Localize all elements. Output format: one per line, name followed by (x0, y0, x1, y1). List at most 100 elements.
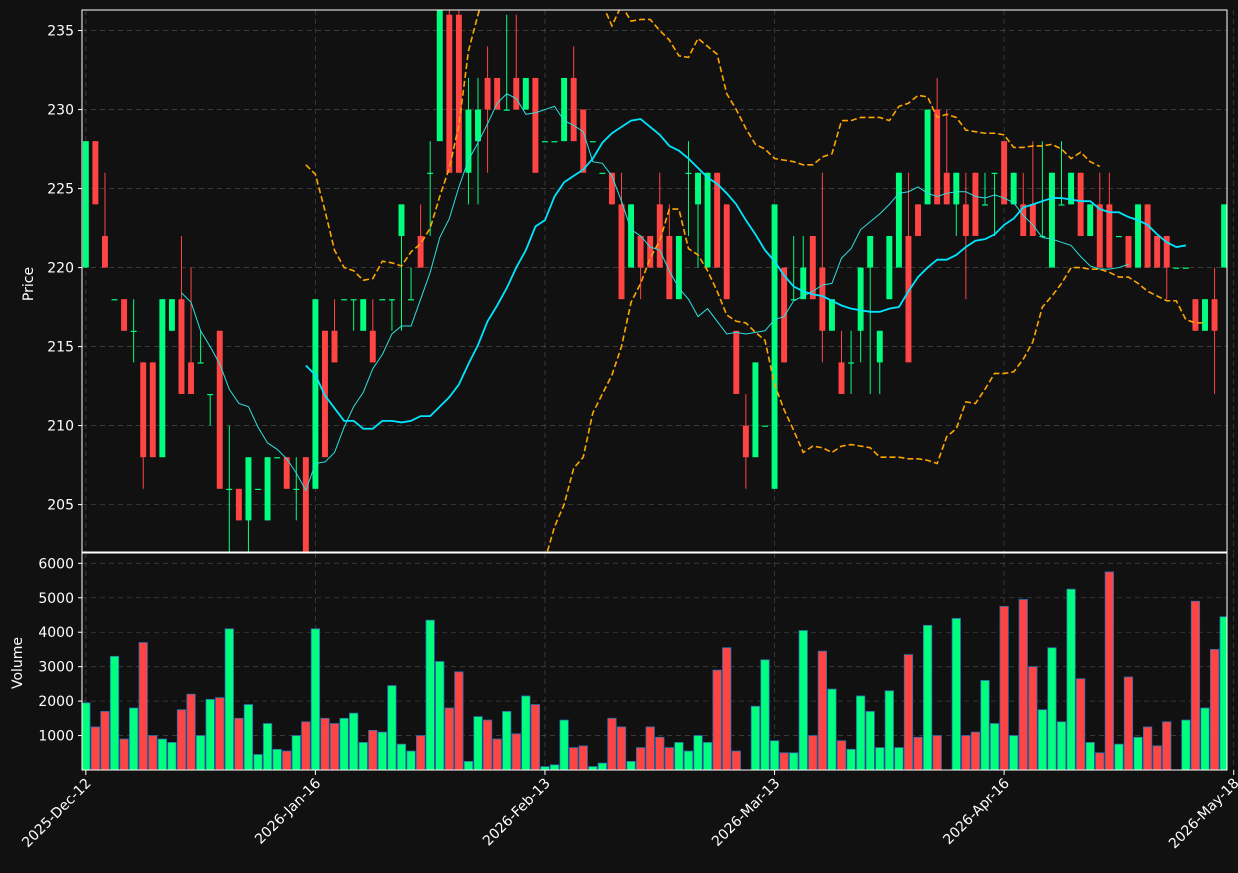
candle-body (1154, 235, 1161, 268)
candle-body (92, 141, 99, 205)
volume-bar (157, 738, 167, 770)
volume-bar (502, 711, 512, 770)
price-tick-label: 225 (47, 182, 74, 198)
upper-band-line (305, 10, 1101, 282)
candle-body (714, 172, 721, 268)
volume-bar (980, 680, 990, 770)
volume-bar (320, 717, 330, 770)
volume-bar (368, 729, 378, 770)
candle-body (542, 141, 548, 143)
volume-bar (1123, 676, 1134, 770)
volume-bar (396, 743, 407, 770)
candle-body (1144, 204, 1151, 268)
volume-bar (626, 760, 636, 770)
price-tick-label: 205 (47, 498, 74, 514)
volume-bar (1018, 599, 1028, 770)
volume-bar (827, 688, 837, 770)
candle-body (647, 235, 654, 268)
volume-bar (722, 647, 732, 770)
volume-bar (119, 738, 129, 770)
volume-bar (272, 748, 282, 770)
candle-body (1077, 172, 1084, 236)
volume-bar (569, 747, 579, 770)
candle-body (1135, 204, 1142, 268)
candle-body (274, 457, 281, 459)
candle-body (1020, 204, 1027, 236)
volume-bar (1076, 678, 1086, 770)
candle-body (599, 172, 606, 174)
volume-tick-label: 1000 (38, 729, 74, 745)
price-tick-label: 215 (47, 340, 74, 356)
volume-bar (387, 685, 397, 770)
volume-bar (138, 642, 148, 770)
candle-body (924, 109, 931, 205)
volume-bar (148, 735, 158, 770)
candle-body (790, 299, 797, 301)
volume-bar (253, 754, 263, 770)
volume-bar (444, 707, 454, 770)
candle-body (1010, 172, 1017, 205)
candle-body (168, 299, 175, 331)
volume-bar (473, 716, 483, 770)
volume-bar (808, 735, 818, 770)
volume-bar (559, 719, 569, 770)
volume-bar (90, 726, 101, 770)
volume-bar (731, 750, 741, 770)
volume-bar (664, 747, 674, 770)
candle-body (503, 109, 510, 111)
candle-body (532, 77, 539, 173)
candle-body (1211, 299, 1218, 331)
volume-bar (645, 726, 655, 770)
candle-body (608, 172, 615, 205)
volume-bar (82, 702, 91, 770)
candle-body (283, 457, 290, 489)
volume-bar (1037, 709, 1047, 770)
candle-body (82, 141, 89, 268)
candle-body (1182, 267, 1189, 269)
candle-body (1125, 235, 1132, 268)
candle-body (771, 204, 778, 489)
candle-body (982, 204, 988, 206)
candle-body (972, 172, 979, 236)
volume-bar (282, 750, 292, 770)
volume-bar (597, 762, 607, 770)
volume-bar (798, 630, 808, 770)
candle-body (934, 109, 941, 205)
volume-bar (463, 760, 474, 770)
volume-bar (1114, 743, 1124, 770)
candle-body (1202, 299, 1208, 331)
candle-body (121, 299, 128, 331)
candle-body (130, 330, 137, 332)
candle-body (991, 172, 998, 174)
volume-bar (511, 733, 521, 770)
candle-body (360, 299, 367, 331)
candle-body (312, 299, 319, 489)
candle-body (1001, 141, 1008, 205)
volume-bar (1104, 571, 1114, 770)
volume-bar (416, 735, 426, 770)
candle-body (408, 299, 415, 301)
volume-bar (349, 712, 359, 770)
volume-bar (683, 750, 694, 770)
volume-bar (884, 690, 894, 770)
volume-bar (674, 742, 684, 770)
candle-body (302, 457, 309, 552)
volume-tick-label: 5000 (38, 591, 74, 607)
candle-body (226, 488, 233, 490)
candle-body (417, 235, 424, 268)
volume-bar (329, 723, 340, 770)
candle-body (857, 267, 864, 331)
candle-body (1115, 235, 1122, 238)
volume-bar (243, 704, 254, 770)
candle-body (733, 330, 740, 394)
candle-body (255, 488, 261, 490)
candle-body (848, 362, 855, 364)
candle-body (666, 235, 673, 300)
candle-body (264, 457, 271, 521)
candle-body (1192, 299, 1199, 331)
volume-bar (636, 747, 646, 770)
volume-bar (1200, 707, 1210, 770)
price-tick-label: 210 (47, 419, 74, 435)
volume-bar (607, 717, 617, 770)
candle-body (350, 299, 357, 301)
